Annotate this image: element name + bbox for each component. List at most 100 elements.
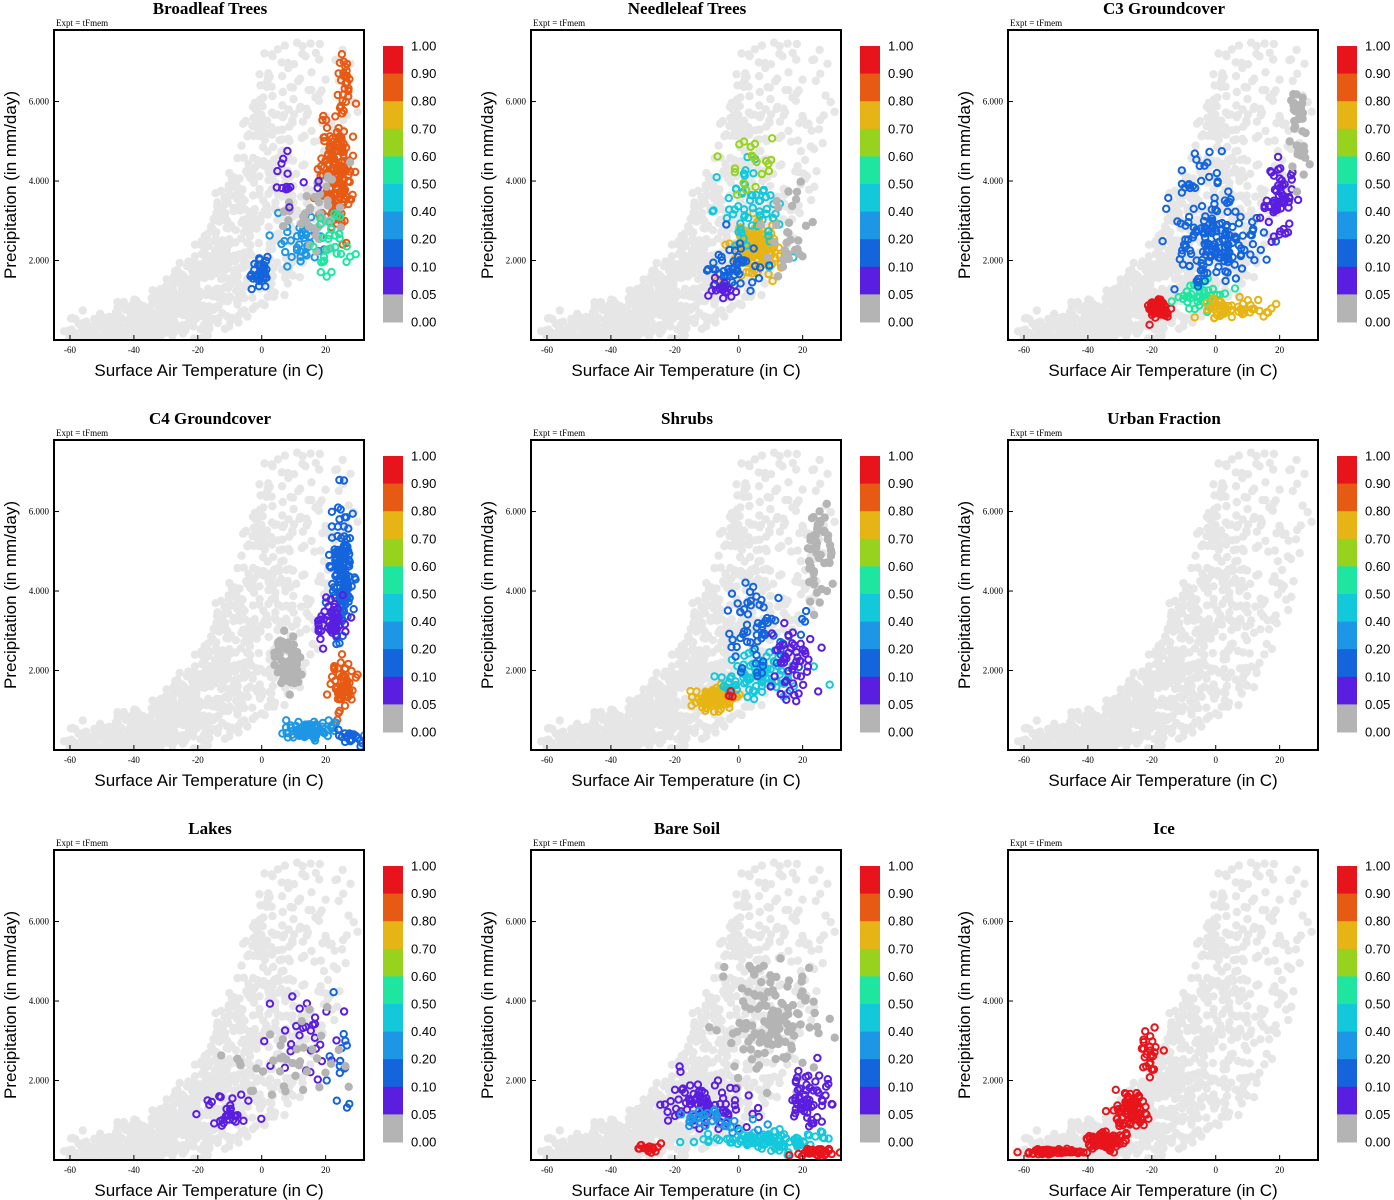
background-point: [806, 142, 815, 151]
data-point: [1222, 222, 1231, 231]
background-point: [757, 41, 767, 50]
data-point: [1220, 289, 1230, 298]
data-point: [1293, 150, 1302, 159]
data-point: [784, 187, 793, 196]
background-point: [147, 300, 156, 309]
background-point: [174, 323, 183, 332]
data-point: [1231, 207, 1240, 216]
background-point: [548, 315, 557, 324]
background-point: [661, 281, 670, 291]
background-point: [310, 137, 319, 146]
background-point: [784, 126, 793, 136]
data-point: [1173, 217, 1182, 226]
background-point: [1221, 128, 1231, 138]
background-point: [1211, 128, 1220, 137]
data-point: [283, 169, 292, 178]
background-point: [1243, 181, 1252, 191]
background-point: [784, 85, 793, 95]
background-point: [673, 334, 683, 340]
background-point: [217, 252, 227, 262]
background-point: [732, 70, 741, 79]
background-point: [188, 302, 198, 311]
background-point: [632, 334, 641, 340]
background-point: [102, 326, 112, 336]
background-point: [689, 303, 698, 312]
data-point: [784, 218, 794, 227]
background-point: [755, 101, 764, 110]
background-point: [602, 316, 611, 325]
data-point: [765, 261, 774, 270]
background-point: [1221, 169, 1231, 178]
background-point: [596, 297, 605, 307]
data-point: [728, 210, 738, 219]
data-point: [319, 111, 328, 121]
background-point: [273, 45, 283, 54]
background-point: [784, 68, 793, 77]
background-point: [1164, 236, 1173, 245]
background-point: [1170, 274, 1180, 284]
data-point: [1192, 225, 1201, 235]
background-point: [1159, 260, 1168, 269]
background-point: [1090, 310, 1099, 319]
plot-frame: [1007, 29, 1319, 341]
background-point: [292, 169, 301, 178]
background-point: [1078, 303, 1088, 312]
background-point: [686, 314, 695, 324]
background-point: [125, 316, 134, 325]
data-point: [1177, 166, 1187, 175]
background-point: [807, 195, 816, 205]
background-point: [1109, 334, 1118, 340]
background-point: [164, 283, 173, 292]
data-point: [1185, 246, 1195, 255]
background-point: [657, 272, 666, 281]
colorbar-label: 0.70: [411, 121, 436, 136]
background-point: [221, 214, 230, 224]
background-point: [262, 201, 271, 210]
background-point: [725, 102, 735, 111]
colorbar-segment: [383, 266, 403, 295]
background-point: [307, 68, 316, 77]
data-point: [1259, 312, 1268, 321]
background-point: [1084, 295, 1093, 304]
background-point: [1191, 141, 1200, 150]
data-point: [1164, 193, 1173, 203]
background-point: [1067, 298, 1076, 307]
x-tick-label: -40: [605, 345, 617, 355]
background-point: [1242, 271, 1252, 280]
background-point: [1160, 222, 1170, 231]
colorbar-label: 1.00: [1365, 39, 1390, 54]
background-point: [1231, 58, 1241, 67]
data-point: [724, 193, 733, 203]
data-point: [767, 134, 777, 143]
background-point: [306, 449, 315, 458]
scatter-points: [59, 448, 364, 750]
background-point: [1158, 285, 1167, 294]
background-point: [690, 288, 699, 298]
data-point: [348, 132, 358, 141]
data-point: [1293, 195, 1303, 205]
colorbar-segment: [383, 101, 403, 130]
x-axis-label: Surface Air Temperature (in C): [94, 361, 323, 380]
background-point: [1179, 322, 1188, 331]
panel-title: C3 Groundcover: [1103, 0, 1225, 18]
colorbar: 1.000.900.800.700.600.500.400.200.100.05…: [383, 39, 436, 330]
colorbar-label: 0.00: [888, 315, 913, 330]
data-point: [339, 147, 348, 157]
colorbar-segment: [860, 211, 880, 240]
background-point: [267, 244, 277, 254]
background-point: [756, 110, 766, 120]
colorbar-segment: [1337, 46, 1357, 75]
x-axis-label: Surface Air Temperature (in C): [1048, 361, 1277, 380]
data-point: [254, 282, 264, 291]
background-point: [1167, 288, 1176, 298]
background-point: [1260, 186, 1269, 195]
colorbar-segment: [383, 294, 403, 323]
background-point: [1167, 244, 1176, 253]
background-point: [1156, 241, 1165, 250]
background-point: [766, 94, 775, 104]
data-point: [342, 59, 352, 69]
data-point: [1177, 249, 1187, 259]
background-point: [1172, 236, 1181, 245]
background-point: [240, 248, 249, 257]
colorbar-label: 0.50: [411, 177, 436, 192]
